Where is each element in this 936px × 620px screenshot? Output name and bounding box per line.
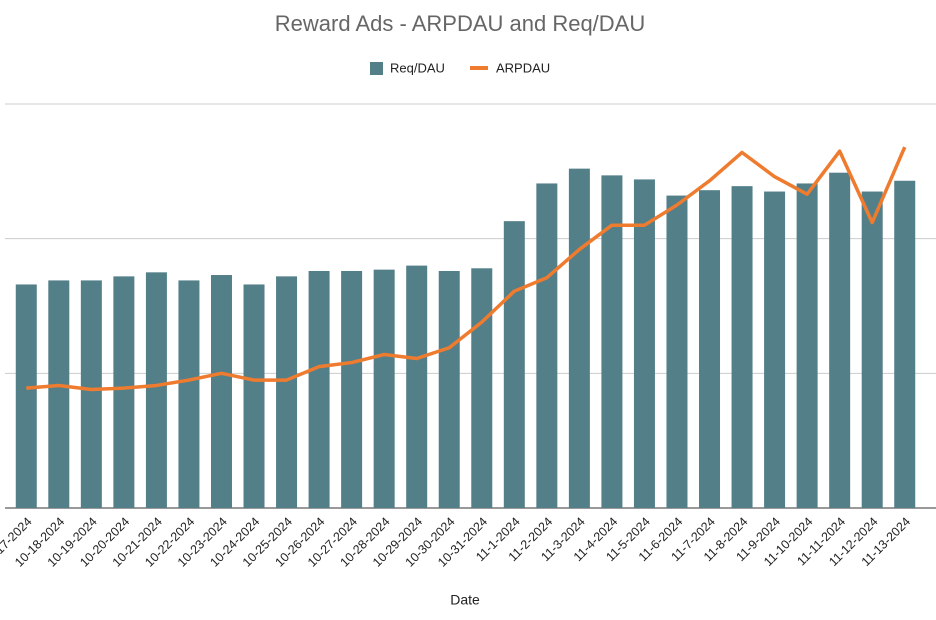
bar — [731, 186, 753, 508]
bar — [894, 180, 916, 508]
bar — [276, 276, 298, 508]
bar — [406, 265, 428, 508]
bar — [764, 191, 786, 509]
bar — [243, 284, 265, 508]
bar — [666, 195, 688, 508]
bar — [113, 276, 135, 508]
bar — [536, 183, 558, 508]
bar — [796, 183, 818, 508]
bar — [308, 270, 330, 508]
x-axis-label: Date — [450, 592, 480, 608]
bar — [438, 270, 460, 508]
bar — [80, 280, 102, 508]
bar — [178, 280, 200, 508]
chart-title: Reward Ads - ARPDAU and Req/DAU — [275, 11, 646, 36]
legend-label: Req/DAU — [390, 60, 445, 75]
bar — [601, 175, 623, 508]
bar — [829, 172, 851, 508]
bar — [341, 270, 363, 508]
bar — [568, 168, 590, 508]
bar — [210, 275, 232, 508]
bar — [373, 269, 395, 508]
bar — [861, 191, 883, 509]
bar — [699, 190, 721, 509]
bar — [471, 268, 493, 508]
bar — [633, 179, 655, 508]
line — [26, 146, 907, 392]
bar — [503, 221, 525, 508]
bar — [15, 284, 37, 508]
legend-label: ARPDAU — [496, 60, 550, 75]
legend-swatch — [370, 62, 383, 75]
bar — [48, 280, 70, 508]
bar — [145, 272, 167, 508]
